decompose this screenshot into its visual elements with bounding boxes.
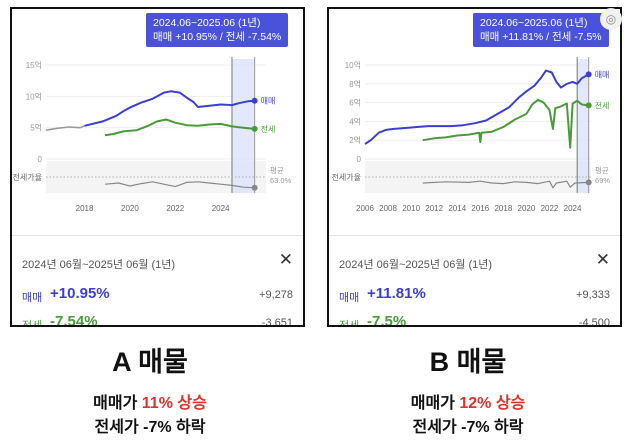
highlight-range <box>577 59 589 193</box>
y-tick-label: 6억 <box>349 98 361 108</box>
x-tick-label: 2022 <box>541 204 559 213</box>
series-label-sale: 매매 <box>261 97 276 106</box>
sale-label: 매매 <box>339 292 360 304</box>
x-tick-label: 2022 <box>166 204 184 213</box>
x-tick-label: 2018 <box>494 204 512 213</box>
x-tick-label: 2016 <box>471 204 489 213</box>
x-tick-label: 2024 <box>212 204 230 213</box>
jeonse-label: 전세 <box>339 320 360 327</box>
sale-amount: +9,333 <box>576 289 610 301</box>
ratio-label: 전세가율 <box>13 172 42 182</box>
x-tick-label: 2020 <box>518 204 536 213</box>
jeonse-label: 전세 <box>22 320 43 327</box>
x-tick-label: 2012 <box>425 204 443 213</box>
caption-sale-prefix: 매매가 <box>93 395 142 412</box>
caption-title: A 매물 <box>112 347 188 377</box>
period-label: 2024년 06월~2025년 06월 (1년) <box>22 259 176 271</box>
x-tick-label: 2018 <box>76 204 94 213</box>
series-line-ratio <box>104 181 255 189</box>
tooltip-period: 2024.06~2025.06 (1년) <box>480 17 588 29</box>
series-line-sale <box>84 90 255 127</box>
series-line-jeonse <box>422 98 589 149</box>
y-tick-label: 10억 <box>26 91 42 101</box>
series-label-jeonse: 전세 <box>261 124 276 134</box>
sale-row: 매매 +11.81% +9,333 <box>339 285 610 305</box>
series-line-sale <box>364 69 590 145</box>
jeonse-amount: -4,500 <box>578 317 610 327</box>
tooltip-change: 매매 +10.95% / 전세 -7.54% <box>153 31 282 43</box>
jeonse-row: 전세 -7.54% -3,651 <box>22 313 293 327</box>
caption-sale-highlight: 11% 상승 <box>141 395 207 412</box>
x-tick-label: 2010 <box>402 204 420 213</box>
caption-jeonse-line: 전세가 -7% 하락 <box>94 419 206 436</box>
chart-card-a: 15억 10억 5억 0 2018 2020 2022 2024 매매 전세 전세가율 평균 63.0%… <box>10 7 305 327</box>
average-value: 69% <box>595 176 610 185</box>
x-tick-label: 2006 <box>356 204 374 213</box>
sale-amount: +9,278 <box>259 289 293 301</box>
caption-sale-line: 매매가 11% 상승 <box>0 389 300 413</box>
caption-sale-line: 매매가 12% 상승 <box>318 389 618 413</box>
y-tick-label: 8억 <box>349 79 361 89</box>
series-endpoint-jeonse <box>251 125 258 132</box>
series-endpoint-jeonse <box>585 102 592 109</box>
x-tick-label: 2008 <box>379 204 397 213</box>
tooltip-period: 2024.06~2025.06 (1년) <box>153 17 261 29</box>
series-line-jeonse <box>104 118 255 137</box>
close-icon[interactable]: ✕ <box>595 250 610 269</box>
series-line-ratio <box>422 180 589 189</box>
line-chart-b: 10억 8억 6억 4억 2억 0 2006 2008 2010 2012 2014 2016 2018… <box>332 57 610 213</box>
y-tick-label: 15억 <box>26 60 42 70</box>
tooltip-change: 매매 +11.81% / 전세 -7.5% <box>480 31 602 43</box>
sale-percent: +10.95% <box>50 285 110 302</box>
series-label-sale: 매매 <box>595 70 610 79</box>
history-line <box>45 125 85 131</box>
caption-sale-highlight: 12% 상승 <box>459 395 526 412</box>
y-tick-label: 2억 <box>349 135 361 145</box>
average-label: 평균 <box>595 165 609 175</box>
chart-card-b: 10억 8억 6억 4억 2억 0 2006 2008 2010 2012 2014 2016 2018… <box>327 7 622 327</box>
jeonse-amount: -3,651 <box>261 317 293 327</box>
close-icon[interactable]: ✕ <box>278 250 293 269</box>
series-endpoint-sale <box>585 71 592 78</box>
y-tick-label: 0 <box>38 155 43 164</box>
ratio-label: 전세가율 <box>332 172 361 182</box>
summary-panel-a: 2024년 06월~2025년 06월 (1년) ✕ 매매 +10.95% +9… <box>12 235 303 325</box>
range-tooltip-b: 2024.06~2025.06 (1년) 매매 +11.81% / 전세 -7.… <box>473 13 609 47</box>
sale-label: 매매 <box>22 292 43 304</box>
caption-jeonse-line: 전세가 -7% 하락 <box>412 419 524 436</box>
sale-percent: +11.81% <box>367 285 426 302</box>
series-label-jeonse: 전세 <box>595 100 610 110</box>
jeonse-percent: -7.54% <box>50 313 98 327</box>
caption-title: B 매물 <box>429 347 507 377</box>
series-endpoint-sale <box>251 97 258 104</box>
y-tick-label: 4억 <box>349 116 361 126</box>
sale-row: 매매 +10.95% +9,278 <box>22 285 293 305</box>
google-lens-icon[interactable]: ◎ <box>600 8 622 30</box>
y-tick-label: 10억 <box>345 60 361 70</box>
series-endpoint-ratio <box>585 179 592 186</box>
range-tooltip-a: 2024.06~2025.06 (1년) 매매 +10.95% / 전세 -7.… <box>146 13 289 47</box>
caption-sale-prefix: 매매가 <box>410 395 460 412</box>
highlight-range <box>231 59 255 193</box>
jeonse-row: 전세 -7.5% -4,500 <box>339 313 610 327</box>
period-label: 2024년 06월~2025년 06월 (1년) <box>339 259 493 271</box>
average-label: 평균 <box>270 165 284 175</box>
x-tick-label: 2024 <box>564 204 582 213</box>
jeonse-percent: -7.5% <box>367 313 407 327</box>
x-tick-label: 2014 <box>448 204 466 213</box>
summary-panel-b: 2024년 06월~2025년 06월 (1년) ✕ 매매 +11.81% +9… <box>329 235 620 325</box>
average-value: 63.0% <box>270 176 292 185</box>
y-tick-label: 0 <box>357 155 362 164</box>
series-endpoint-ratio <box>251 184 258 191</box>
y-tick-label: 5억 <box>30 123 42 133</box>
x-tick-label: 2020 <box>121 204 139 213</box>
